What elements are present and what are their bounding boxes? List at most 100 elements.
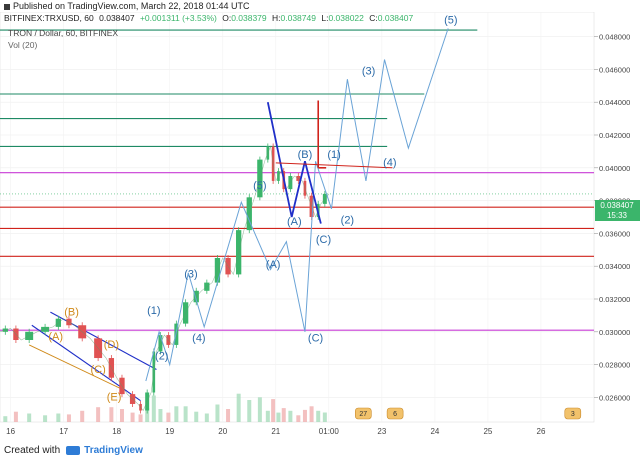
- volume-bar-32: [302, 409, 307, 422]
- y-tick-label-5: 0.036000: [599, 229, 630, 238]
- volume-bar-27: [271, 399, 276, 422]
- x-tick-label-3: 19: [165, 427, 174, 436]
- y-tick-label-11: 0.048000: [599, 33, 630, 42]
- last-price-label: 0.038407: [600, 201, 634, 210]
- volume-bar-16: [166, 412, 171, 422]
- volume-bar-11: [130, 412, 135, 422]
- volume-bar-26: [265, 410, 270, 422]
- l-value: 0.038022: [328, 13, 364, 23]
- wave-label-3: (1): [327, 149, 340, 161]
- event-badge-label-0: 27: [359, 411, 367, 418]
- volume-bar-10: [119, 409, 124, 422]
- volume-bar-35: [322, 412, 327, 422]
- x-tick-label-0: 16: [6, 427, 15, 436]
- volume-bars: [3, 393, 327, 422]
- o-value: 0.038379: [231, 13, 267, 23]
- wave-label-0: (5): [444, 14, 457, 26]
- h-label: H:: [272, 13, 281, 23]
- symbol-text: BITFINEX:TRXUSD, 60: [4, 13, 94, 23]
- l-label: L:: [321, 13, 328, 23]
- wave-label-9: (A): [266, 259, 281, 271]
- c-label: C:: [369, 13, 378, 23]
- volume-bar-34: [316, 410, 321, 422]
- volume-bar-17: [174, 406, 179, 422]
- event-badges[interactable]: 27 6 3: [354, 407, 582, 420]
- tradingview-logo-icon: [4, 3, 10, 10]
- y-tick-label-1: 0.028000: [599, 361, 630, 370]
- wave-label-19: (E): [107, 392, 122, 404]
- volume-bar-31: [296, 415, 301, 422]
- wave-label-17: (A): [48, 331, 63, 343]
- volume-bar-22: [226, 409, 231, 422]
- wave-label-4: (4): [383, 157, 396, 169]
- x-tick-label-4: 20: [218, 427, 227, 436]
- change-value: +0.001311 (+3.53%): [140, 13, 217, 23]
- elliott-wave-lines[interactable]: [145, 28, 449, 382]
- created-with-text: Created with: [4, 445, 61, 456]
- volume-bar-19: [194, 411, 199, 422]
- wave-label-18: (C): [90, 364, 105, 376]
- y-tick-label-7: 0.040000: [599, 164, 630, 173]
- volume-bar-24: [247, 400, 252, 422]
- wave-label-16: (D): [104, 339, 119, 351]
- countdown-label: 15:33: [607, 211, 628, 220]
- volume-bar-28: [276, 412, 281, 422]
- event-badge-label-2: 3: [571, 411, 575, 418]
- symbol-header: BITFINEX:TRXUSD, 60 0.038407 +0.001311 (…: [4, 13, 413, 23]
- x-tick-label-9: 25: [483, 427, 492, 436]
- volume-label: Vol (20): [8, 40, 37, 50]
- x-tick-label-10: 26: [537, 427, 546, 436]
- tradingview-brand[interactable]: TradingView: [84, 445, 143, 456]
- wave-label-7: (A): [287, 216, 302, 228]
- volume-bar-21: [215, 404, 220, 422]
- wave-projection-path: [145, 28, 449, 382]
- wave-label-2: (B): [298, 149, 313, 161]
- horizontal-levels[interactable]: [0, 29, 594, 331]
- wave-label-6: (2): [341, 215, 354, 227]
- wave-label-13: (C): [308, 333, 323, 345]
- volume-bar-25: [257, 397, 262, 422]
- volume-bar-9: [109, 407, 114, 422]
- wave-label-15: (B): [64, 306, 79, 318]
- published-bar: Published on TradingView.com, March 22, …: [0, 0, 640, 12]
- volume-bar-1: [3, 416, 8, 422]
- volume-bar-2: [13, 411, 18, 422]
- wave-label-11: (1): [147, 305, 160, 317]
- volume-bar-8: [96, 407, 101, 422]
- event-badge-label-1: 6: [393, 411, 397, 418]
- volume-bar-33: [309, 406, 314, 422]
- x-tick-label-1: 17: [59, 427, 68, 436]
- y-tick-label-2: 0.030000: [599, 328, 630, 337]
- price-chart[interactable]: (5) (3) (B) (1) (4) (5) (2) (A) (C) (A) (3) (1) (4) (…: [0, 12, 640, 440]
- volume-bar-13: [145, 408, 150, 422]
- alt-trend-line: [28, 344, 123, 390]
- y-tick-label-10: 0.046000: [599, 65, 630, 74]
- footer: Created with TradingView: [0, 440, 640, 462]
- x-tick-label-2: 18: [112, 427, 121, 436]
- x-axis[interactable]: 16 17 18 19 20 21 01:00 23 24 25 26: [6, 427, 546, 436]
- grid: [0, 12, 594, 422]
- published-text: Published on TradingView.com, March 22, …: [13, 1, 250, 11]
- chart-title: TRON / Dollar, 60, BITFINEX: [8, 28, 118, 38]
- b-wave-path: [266, 102, 322, 224]
- volume-bar-29: [281, 408, 286, 422]
- volume-bar-6: [66, 414, 71, 422]
- c-value: 0.038407: [378, 13, 414, 23]
- wave-label-14: (2): [155, 351, 168, 363]
- volume-bar-12: [138, 414, 143, 422]
- volume-bar-20: [204, 413, 209, 422]
- y-tick-label-3: 0.032000: [599, 295, 630, 304]
- volume-bar-5: [56, 413, 61, 422]
- price-path: [0, 145, 330, 412]
- event-badge-0: [354, 407, 372, 420]
- volume-bar-30: [288, 410, 293, 422]
- tradingview-icon: [66, 445, 81, 455]
- volume-bar-14: [151, 395, 156, 422]
- h-value: 0.038749: [281, 13, 317, 23]
- last-price-marker: 0.038407 15:33: [595, 200, 640, 221]
- volume-bar-4: [43, 415, 48, 422]
- price-series: [0, 143, 330, 414]
- wave-label-8: (C): [316, 234, 331, 246]
- open-value: 0.038407: [99, 13, 135, 23]
- y-tick-label-0: 0.026000: [599, 393, 630, 402]
